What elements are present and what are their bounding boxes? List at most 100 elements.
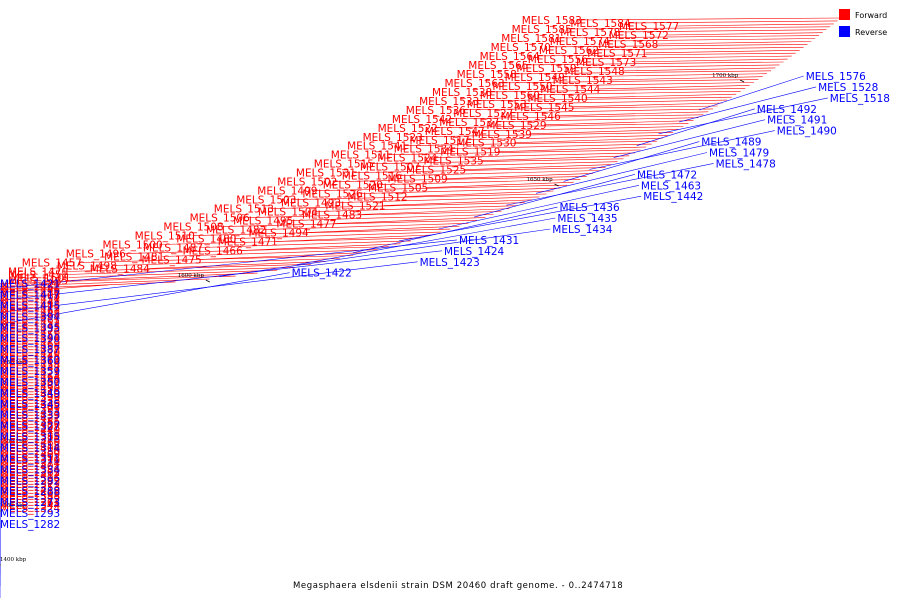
gene-label: MELS_1503 [236, 195, 296, 207]
scale-tick-label: 1700 kbp [712, 73, 739, 79]
leader-line [352, 206, 558, 254]
gene-label: MELS_1394 [0, 311, 60, 323]
leader-line [218, 228, 551, 277]
leader-line [192, 228, 451, 236]
gene-label: MELS_1411 [0, 428, 60, 440]
leader-line [162, 249, 378, 257]
gene-label: MELS_1389 [0, 431, 60, 443]
gene-label: MELS_1292 [0, 475, 60, 487]
leader-line [544, 120, 694, 126]
leader-line [636, 108, 755, 146]
gene-label: MELS_1419 [0, 485, 60, 497]
gene-label: MELS_1315 [0, 432, 60, 444]
gene-label: MELS_1520 [323, 180, 383, 192]
gene-label: MELS_1469 [0, 338, 60, 350]
gene-label: MELS_1486 [0, 287, 60, 299]
leader-line [247, 211, 502, 218]
leader-line [589, 130, 775, 170]
gene-label: MELS_1515 [314, 159, 374, 171]
leader-line [634, 58, 788, 63]
gene-label: MELS_1556 [528, 54, 588, 66]
gene-label: MELS_1434 [552, 224, 612, 236]
leader-line [0, 284, 109, 293]
gene-label: MELS_1474 [0, 279, 60, 291]
leader-lines [0, 17, 842, 598]
gene-label: MELS_1293 [0, 508, 60, 520]
gene-label: MELS_1437 [0, 365, 60, 377]
gene-label: MELS_1376 [0, 434, 60, 446]
gene-label: MELS_1467 [0, 314, 60, 326]
leader-line [514, 137, 663, 143]
gene-label: MELS_1440 [0, 425, 60, 437]
gene-label: MELS_1545 [514, 102, 574, 114]
leader-line [596, 47, 804, 51]
leader-line [537, 91, 741, 96]
gene-label: MELS_1457 [22, 258, 82, 270]
gene-label: MELS_1563 [445, 78, 505, 90]
gene-label: MELS_1390 [0, 333, 60, 345]
scale-tick-label: 1550 kbp [0, 360, 27, 366]
leader-line [514, 70, 772, 75]
gene-label: MELS_1481 [104, 252, 164, 264]
gene-label: MELS_1420 [0, 347, 60, 359]
gene-label: MELS_1344 [0, 500, 60, 512]
gene-label: MELS_1473 [0, 302, 60, 314]
leader-line [585, 55, 792, 60]
leader-line [315, 205, 518, 212]
gene-label: MELS_1385 [0, 416, 60, 428]
gene-label: MELS_1360 [0, 355, 60, 367]
leader-line [199, 252, 366, 260]
gene-label: MELS_1470 [8, 267, 68, 279]
gene-label: MELS_1442 [643, 191, 703, 203]
gene-label: MELS_1427 [0, 413, 60, 425]
gene-label: MELS_1490 [777, 126, 837, 138]
gene-label: MELS_1401 [0, 461, 60, 473]
gene-label: MELS_1505 [368, 183, 428, 195]
leader-line [572, 102, 723, 108]
gene-label: MELS_1560 [480, 90, 540, 102]
gene-label: MELS_1540 [528, 93, 588, 105]
gene-label: MELS_1525 [406, 165, 466, 177]
gene-label: MELS_1546 [501, 111, 561, 123]
leader-line [160, 237, 422, 245]
gene-label: MELS_1404 [0, 443, 60, 455]
gene-label: MELS_1428 [0, 335, 60, 347]
leader-line [359, 208, 510, 215]
gene-label: MELS_1518 [830, 93, 890, 105]
leader-line [399, 170, 600, 176]
gene-label: MELS_1509 [388, 174, 448, 186]
gene-label: MELS_1461 [0, 305, 60, 317]
gene-label: MELS_1516 [342, 171, 402, 183]
gene-label: MELS_1500 [103, 240, 163, 252]
gene-label: MELS_1386 [0, 464, 60, 476]
gene-label: MELS_1421 [0, 279, 60, 291]
leader-line [315, 184, 568, 191]
gene-label: MELS_1562 [539, 45, 599, 57]
leader-line [451, 143, 652, 149]
gene-label: MELS_1544 [540, 84, 600, 96]
gene-label: MELS_1436 [560, 202, 620, 214]
gene-label: MELS_1432 [0, 344, 60, 356]
gene-label: MELS_1479 [709, 148, 769, 160]
legend-reverse-swatch [839, 26, 850, 37]
leader-line [489, 88, 746, 93]
leader-line [463, 105, 718, 111]
gene-label: MELS_1349 [0, 388, 60, 400]
gene-label: MELS_1499 [257, 186, 317, 198]
gene-label: MELS_1521 [325, 201, 385, 213]
gene-label: MELS_1523 [363, 132, 423, 144]
leader-line [622, 67, 776, 72]
gene-label: MELS_1327 [0, 421, 60, 433]
gene-label: MELS_1511 [331, 150, 391, 162]
gene-label: MELS_1576 [806, 71, 866, 83]
gene-label: MELS_1433 [0, 323, 60, 335]
leader-line [0, 272, 290, 325]
gene-label: MELS_1508 [163, 222, 223, 234]
leader-line [417, 161, 618, 167]
gene-label: MELS_1443 [0, 320, 60, 332]
scale-tick-label: 1450 kbp [0, 503, 27, 509]
leader-line [405, 190, 554, 197]
leader-line [618, 29, 827, 33]
scale-tick-label: 1500 kbp [0, 439, 27, 445]
